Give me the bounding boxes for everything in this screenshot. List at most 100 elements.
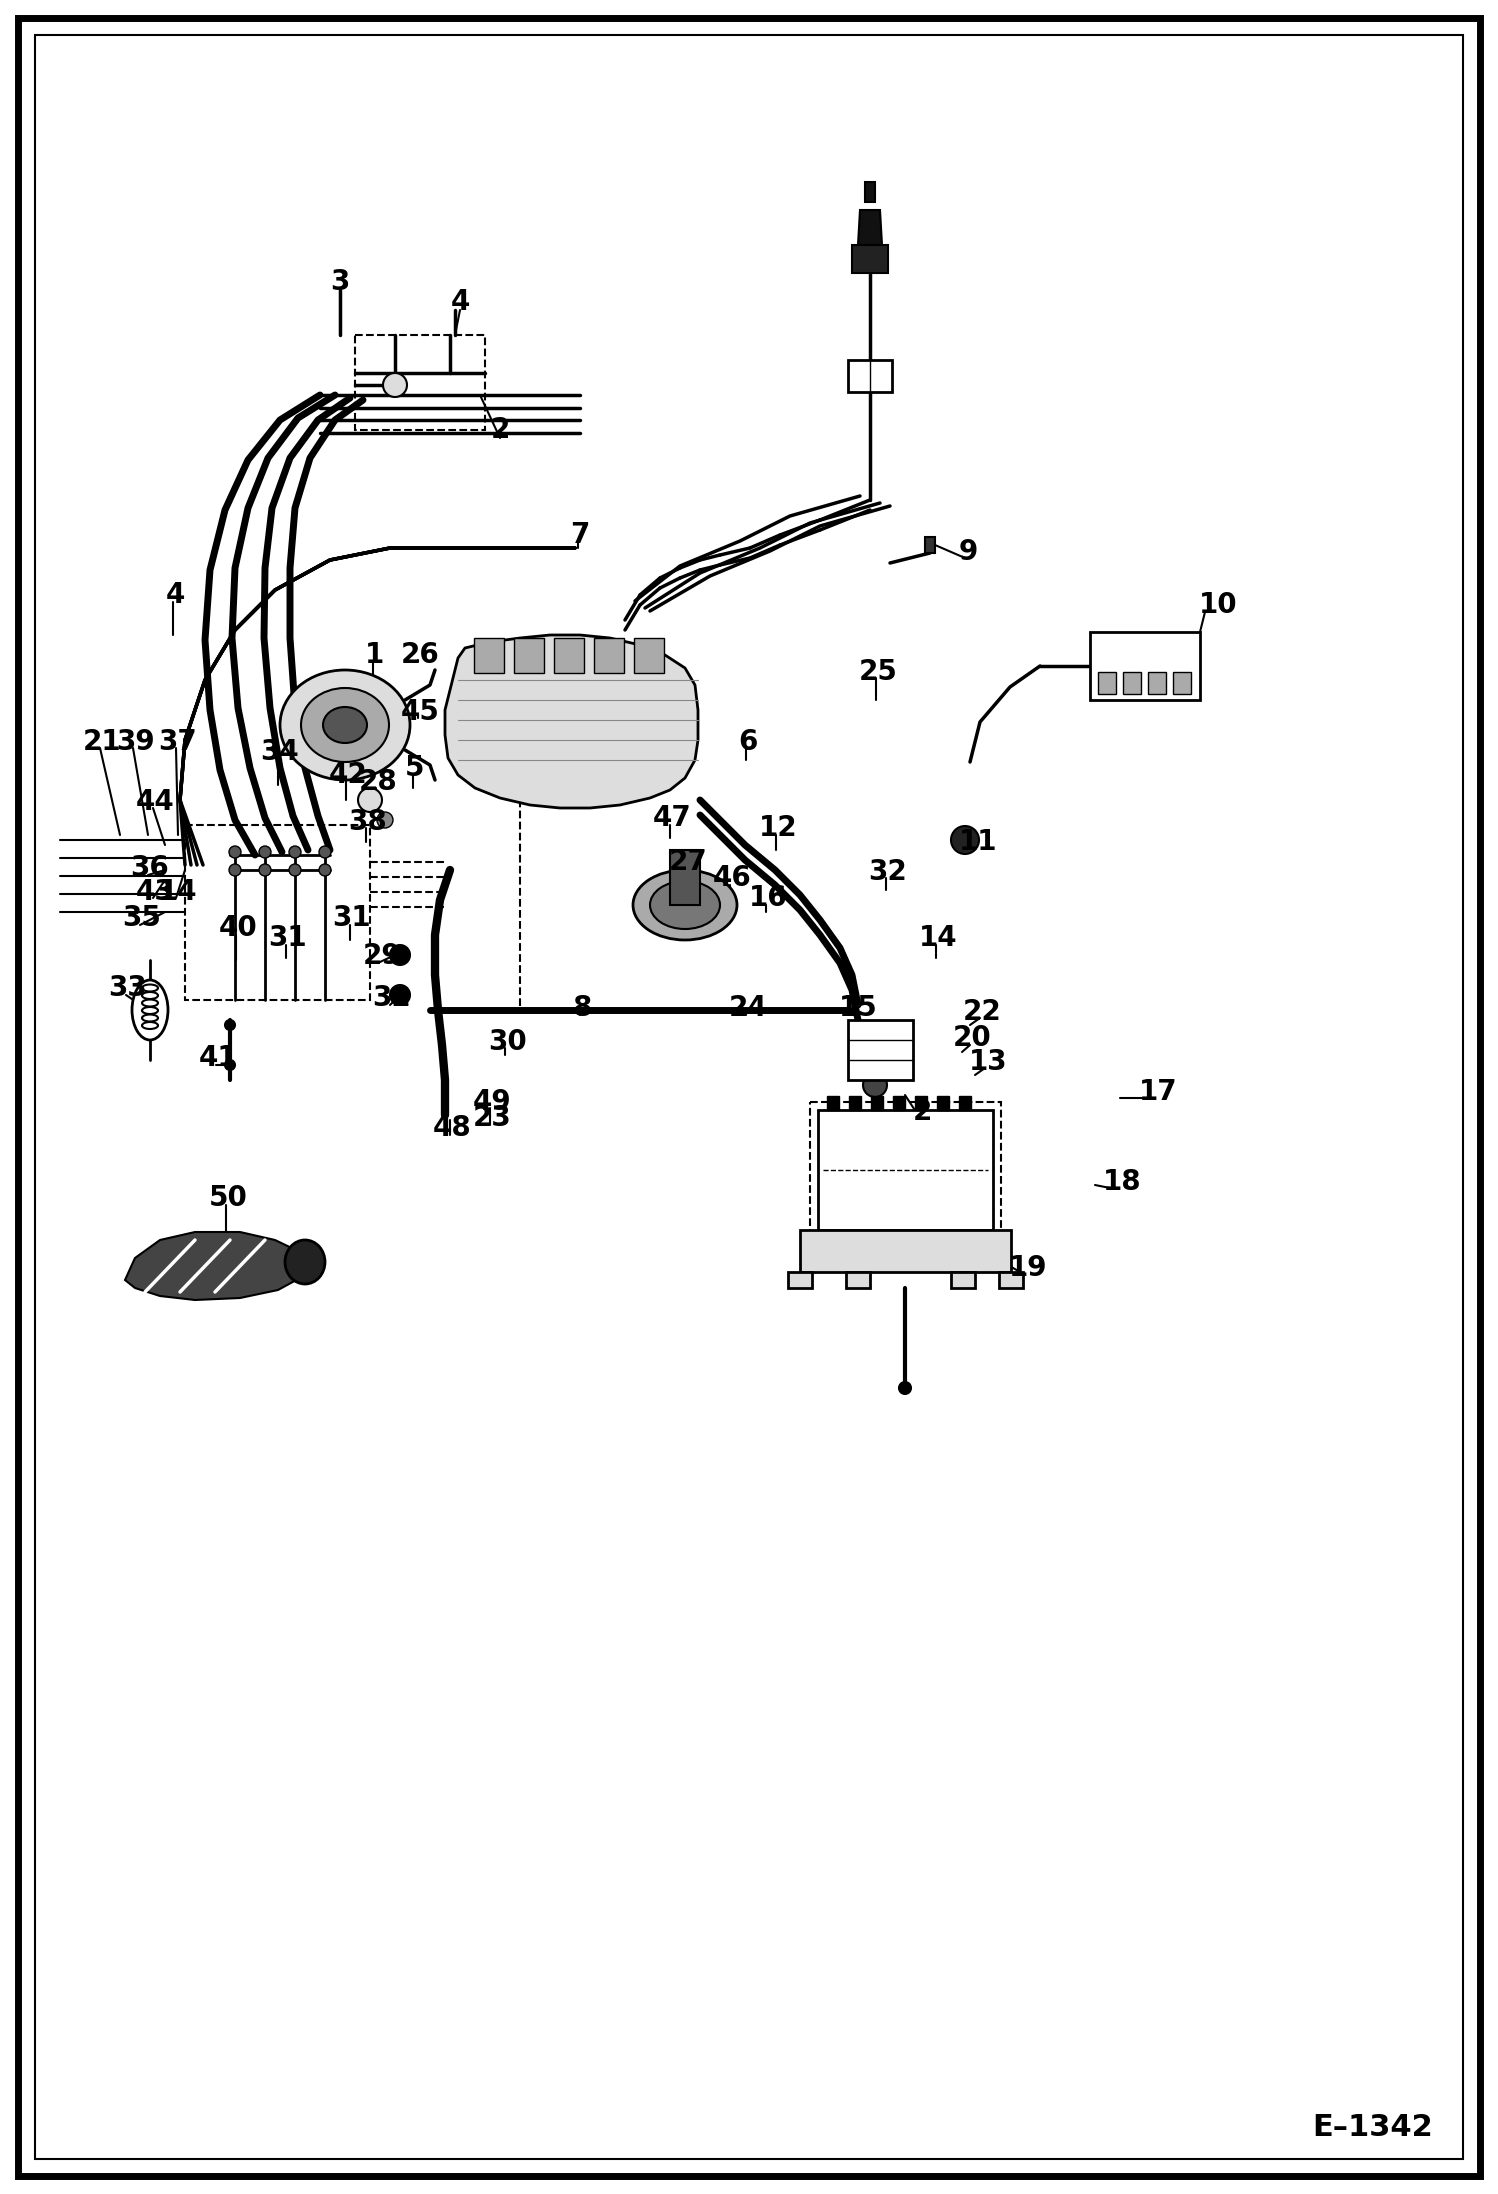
Text: 31: 31	[333, 904, 372, 932]
Text: 18: 18	[1103, 1167, 1141, 1196]
Text: 30: 30	[488, 1029, 527, 1055]
Text: 42: 42	[328, 761, 367, 790]
Text: 31: 31	[268, 924, 307, 952]
Bar	[670, 849, 700, 904]
Text: 21: 21	[82, 728, 121, 757]
Ellipse shape	[389, 985, 410, 1005]
Text: 35: 35	[123, 904, 162, 932]
Bar	[514, 638, 544, 674]
Bar	[1091, 632, 1200, 700]
Ellipse shape	[280, 669, 410, 781]
Polygon shape	[858, 211, 882, 246]
Text: 2: 2	[912, 1097, 932, 1126]
Bar	[893, 1097, 905, 1110]
Text: 44: 44	[136, 788, 174, 816]
Bar	[1098, 671, 1116, 693]
Text: 37: 37	[159, 728, 198, 757]
Text: 40: 40	[219, 915, 258, 941]
Bar	[846, 1273, 870, 1288]
Text: 1: 1	[366, 641, 385, 669]
Bar	[634, 638, 664, 674]
Text: 19: 19	[1008, 1255, 1047, 1281]
Text: 46: 46	[713, 864, 752, 893]
Ellipse shape	[951, 825, 980, 853]
Ellipse shape	[225, 1060, 235, 1071]
Text: 8: 8	[572, 994, 592, 1022]
Bar	[1124, 671, 1141, 693]
Bar	[852, 246, 888, 272]
Text: 15: 15	[839, 994, 878, 1022]
Bar	[810, 1101, 1001, 1237]
Bar	[1173, 671, 1191, 693]
Ellipse shape	[289, 864, 301, 875]
Bar	[818, 1110, 993, 1231]
Text: 9: 9	[959, 538, 978, 566]
Text: 4: 4	[451, 287, 470, 316]
Ellipse shape	[650, 882, 721, 928]
Text: 48: 48	[433, 1115, 472, 1143]
Text: 43: 43	[136, 878, 174, 906]
Ellipse shape	[863, 1073, 887, 1097]
Bar	[849, 1097, 861, 1110]
Text: 50: 50	[208, 1185, 247, 1211]
Ellipse shape	[899, 1382, 911, 1393]
Text: 3: 3	[331, 268, 349, 296]
Bar	[800, 1231, 1011, 1273]
Text: 25: 25	[858, 658, 897, 687]
Text: 12: 12	[758, 814, 797, 842]
Ellipse shape	[319, 864, 331, 875]
Text: 36: 36	[130, 853, 169, 882]
Ellipse shape	[319, 847, 331, 858]
Text: 16: 16	[749, 884, 788, 913]
Text: 5: 5	[406, 755, 425, 781]
Ellipse shape	[358, 788, 382, 812]
Text: 7: 7	[571, 520, 590, 548]
Ellipse shape	[229, 847, 241, 858]
Text: 49: 49	[473, 1088, 511, 1117]
Text: 38: 38	[349, 807, 388, 836]
Ellipse shape	[634, 871, 737, 939]
Text: 10: 10	[1198, 590, 1237, 619]
Text: E–1342: E–1342	[1312, 2113, 1434, 2141]
Ellipse shape	[301, 689, 389, 761]
Text: 4: 4	[165, 581, 184, 610]
Bar	[915, 1097, 927, 1110]
Text: 24: 24	[728, 994, 767, 1022]
Bar	[554, 638, 584, 674]
Text: 11: 11	[959, 827, 998, 856]
Text: 13: 13	[969, 1049, 1007, 1075]
Text: 33: 33	[109, 974, 147, 1003]
Text: 14: 14	[918, 924, 957, 952]
Bar	[951, 1273, 975, 1288]
Text: 23: 23	[473, 1104, 511, 1132]
Ellipse shape	[324, 706, 367, 744]
Bar	[848, 1020, 912, 1079]
Text: 27: 27	[668, 849, 707, 875]
Bar	[184, 825, 370, 1000]
Text: 32: 32	[869, 858, 908, 886]
Text: 2: 2	[490, 417, 509, 443]
Text: 45: 45	[400, 698, 439, 726]
Bar	[1147, 671, 1165, 693]
Bar	[827, 1097, 839, 1110]
Text: 32: 32	[373, 983, 412, 1011]
Text: 34: 34	[261, 737, 300, 766]
Bar	[788, 1273, 812, 1288]
Bar	[473, 638, 503, 674]
Polygon shape	[124, 1233, 309, 1301]
Text: 20: 20	[953, 1025, 992, 1051]
Bar	[959, 1097, 971, 1110]
Text: 22: 22	[963, 998, 1001, 1027]
Text: 41: 41	[199, 1044, 237, 1073]
Ellipse shape	[383, 373, 407, 397]
Text: 14: 14	[159, 878, 198, 906]
Ellipse shape	[285, 1240, 325, 1283]
Bar	[848, 360, 891, 393]
Ellipse shape	[389, 946, 410, 965]
Text: 39: 39	[115, 728, 154, 757]
Ellipse shape	[377, 812, 392, 827]
Bar	[999, 1273, 1023, 1288]
Text: 29: 29	[363, 941, 401, 970]
Text: 26: 26	[400, 641, 439, 669]
Ellipse shape	[132, 981, 168, 1040]
